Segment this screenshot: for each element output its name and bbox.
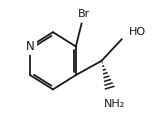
- Text: N: N: [26, 40, 34, 53]
- Text: NH₂: NH₂: [104, 99, 125, 109]
- Text: HO: HO: [129, 27, 146, 37]
- Text: Br: Br: [78, 9, 90, 19]
